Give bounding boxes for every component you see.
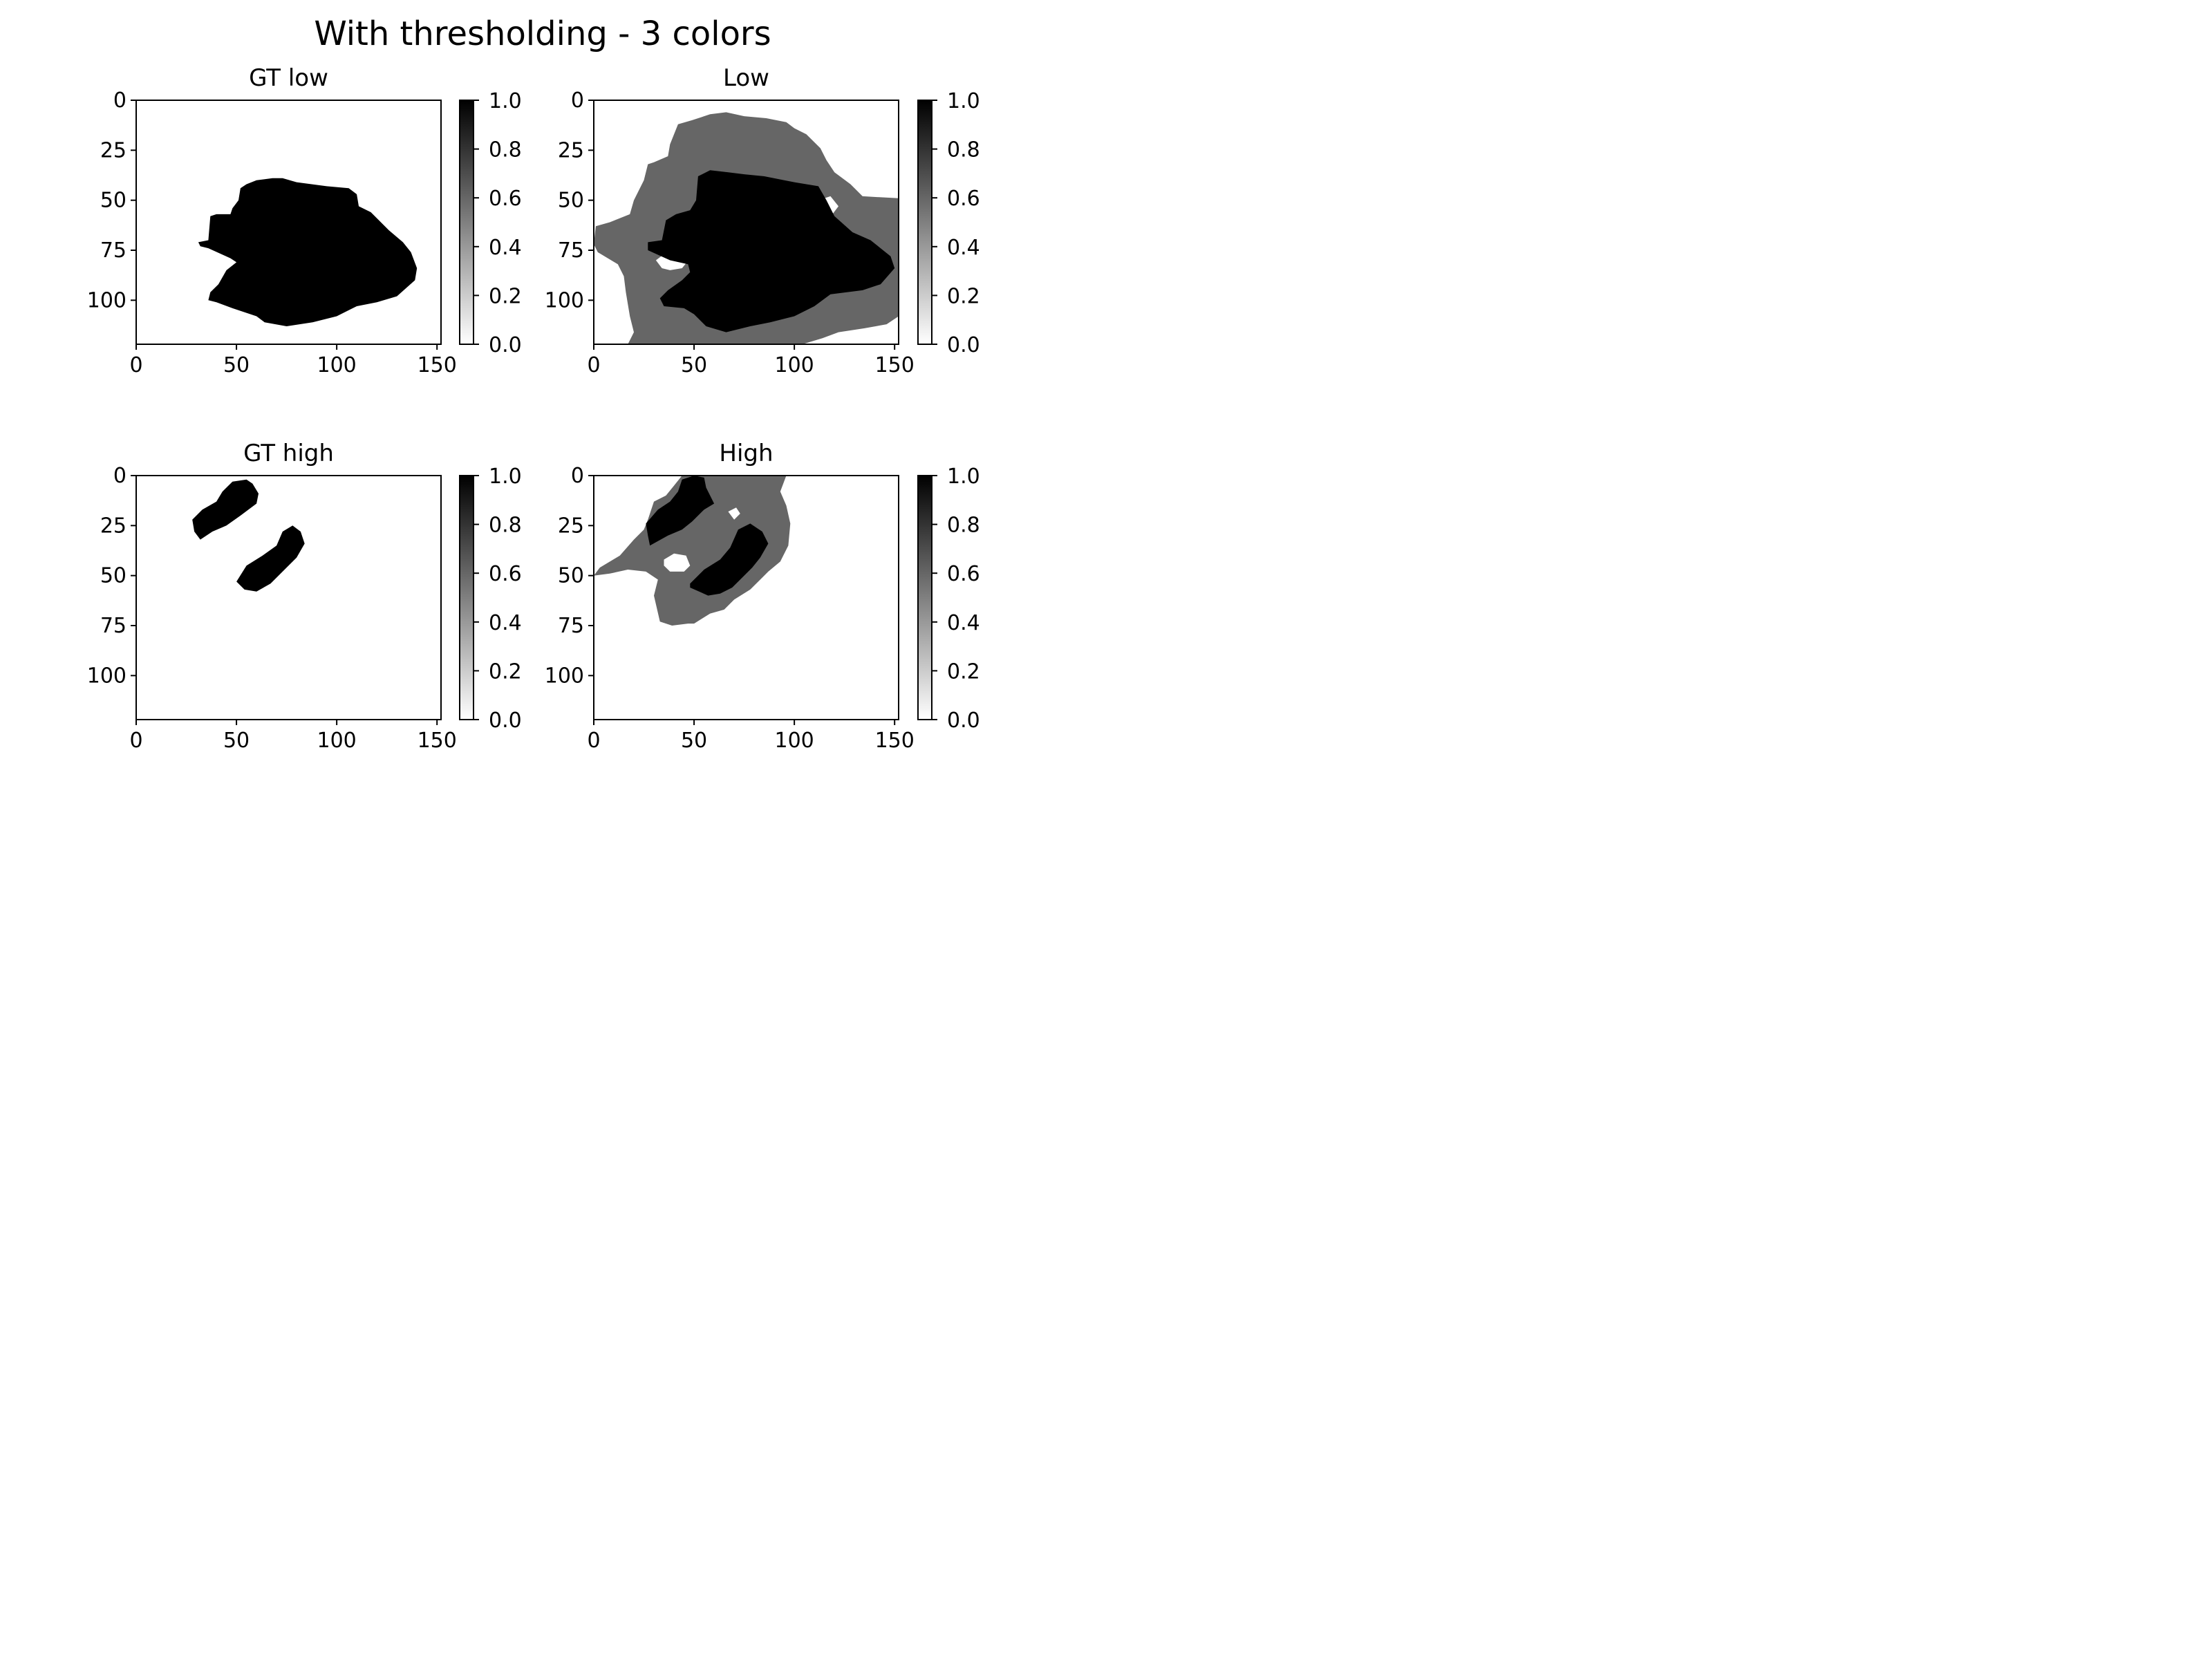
y-tick-label: 75 [100,238,126,263]
x-tick-label: 150 [418,353,457,377]
y-tick-label: 50 [558,189,584,213]
subplot-2: Low 0 50 100 150 0 25 50 75 100 0.0 0.2 0.4 0.6 0.8 1.0 [545,64,980,377]
y-tick-label: 0 [113,88,126,113]
colorbar-tick-label: 0.0 [947,333,980,357]
region-2-value-1 [236,525,305,592]
x-tick-label: 0 [587,729,600,753]
x-tick-label: 100 [317,729,356,753]
axes-frame [593,475,899,720]
subplot-title: High [719,440,773,467]
y-tick-label: 75 [558,614,584,638]
region-3-value-0 [728,507,740,520]
x-tick-label: 50 [223,353,250,377]
colorbar-tick-label: 0.0 [489,709,522,733]
colorbar-tick-label: 1.0 [489,465,522,489]
x-tick-label: 150 [418,729,457,753]
colorbar-tick-label: 0.4 [947,236,980,260]
colorbar-tick-label: 0.4 [947,611,980,635]
y-tick-label: 75 [100,614,126,638]
y-tick-label: 25 [558,138,584,162]
colorbar-tick-label: 0.8 [947,514,980,538]
axes-frame [135,475,442,720]
y-tick-label: 0 [571,464,584,488]
y-tick-label: 25 [558,514,584,538]
subplot-grid: GT low 0 50 100 150 0 25 50 75 100 0.0 0.2 0.4 0.6 0.8… [87,64,980,753]
colorbar-tick-label: 0.6 [489,562,522,586]
y-tick-label: 0 [571,88,584,113]
region-1-value-1 [192,479,259,540]
y-tick-label: 50 [558,564,584,588]
region-4-value-1 [648,170,895,332]
y-tick-label: 100 [545,288,584,312]
region-2-value-0 [664,553,691,572]
colorbar-tick-label: 0.2 [947,284,980,308]
subplot-title: Low [723,64,769,92]
y-tick-label: 0 [113,464,126,488]
y-tick-label: 100 [87,664,126,688]
colorbar-tick-label: 0.8 [489,514,522,538]
image-regions [192,479,305,592]
x-tick-label: 0 [587,353,600,377]
y-tick-label: 100 [87,288,126,312]
x-tick-label: 50 [681,353,707,377]
region-4-value-1 [646,476,715,546]
x-tick-label: 50 [223,729,250,753]
colorbar [459,475,474,720]
colorbar-tick-label: 0.4 [489,236,522,260]
x-tick-label: 100 [317,353,356,377]
y-tick-label: 25 [100,138,126,162]
x-tick-label: 50 [681,729,707,753]
colorbar [917,475,932,720]
axes-frame [593,100,899,345]
x-tick-label: 150 [875,353,915,377]
region-5-value-1 [690,523,769,596]
colorbar-tick-label: 1.0 [947,89,980,113]
colorbar-tick-label: 0.4 [489,611,522,635]
y-tick-label: 75 [558,238,584,263]
colorbar-tick-label: 0.6 [489,187,522,211]
y-tick-label: 100 [545,664,584,688]
x-tick-label: 0 [129,353,142,377]
subplot-title: GT high [243,440,334,467]
colorbar-tick-label: 0.8 [947,138,980,162]
image-regions [198,178,418,326]
colorbar-tick-label: 0.8 [489,138,522,162]
colorbar-tick-label: 0.2 [489,284,522,308]
colorbar [459,100,474,345]
colorbar-tick-label: 0.2 [489,659,522,684]
subplot-title: GT low [249,64,328,92]
y-tick-label: 50 [100,564,126,588]
colorbar [917,100,932,345]
colorbar-tick-label: 0.6 [947,562,980,586]
colorbar-tick-label: 1.0 [489,89,522,113]
region-1-value-1 [198,178,418,326]
figure: With thresholding - 3 colors GT low 0 50 10… [0,0,1068,801]
axes-frame [135,100,442,345]
y-tick-label: 25 [100,514,126,538]
colorbar-tick-label: 1.0 [947,465,980,489]
subplot-1: GT low 0 50 100 150 0 25 50 75 100 0.0 0.2 0.4 0.6 0.8… [87,64,522,377]
colorbar-tick-label: 0.2 [947,659,980,684]
x-tick-label: 0 [129,729,142,753]
image-regions [594,476,791,626]
x-tick-label: 150 [875,729,915,753]
colorbar-tick-label: 0.6 [947,187,980,211]
subplot-4: High 0 50 100 150 0 25 50 75 100 0.0 0.2 0.4 0.6 0.8 1.… [545,440,980,753]
image-regions [594,112,899,344]
colorbar-tick-label: 0.0 [947,709,980,733]
x-tick-label: 100 [774,353,814,377]
y-tick-label: 50 [100,189,126,213]
subplot-3: GT high 0 50 100 150 0 25 50 75 100 0.0 0.2 0.4 0.6 0.… [87,440,522,753]
region-1-value-0.6 [594,476,791,626]
colorbar-tick-label: 0.0 [489,333,522,357]
image-background [136,476,441,720]
x-tick-label: 100 [774,729,814,753]
figure-suptitle: With thresholding - 3 colors [314,15,771,53]
